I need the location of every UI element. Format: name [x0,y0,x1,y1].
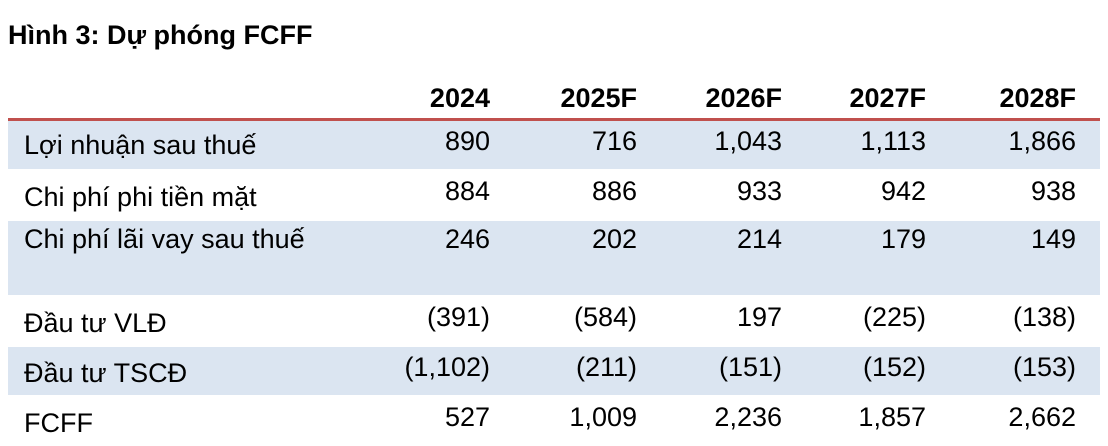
table-cell: 179 [880,224,926,254]
column-header: 2027F [849,83,926,113]
table-cell: 938 [1030,176,1076,206]
table-cell: (153) [1012,352,1076,382]
table-row: Lợi nhuận sau thuế 890 716 1,043 1,113 1… [8,121,1100,169]
table-header-row: 2024 2025F 2026F 2027F 2028F [0,78,1100,118]
table-cell: (152) [862,352,926,382]
table-cell: 942 [880,176,926,206]
table-cell: 933 [736,176,782,206]
table-cell: 2,236 [714,402,782,432]
table-cell: (138) [1012,302,1076,332]
table-cell: 716 [591,126,637,156]
table-row: Đầu tư TSCĐ (1,102) (211) (151) (152) (1… [8,347,1100,395]
table-row: Chi phí lãi vay sau thuế 246 202 214 179… [8,221,1100,295]
table-cell: 886 [591,176,637,206]
header-divider [8,118,1100,121]
table-body: Lợi nhuận sau thuế 890 716 1,043 1,113 1… [8,121,1100,446]
column-header: 2028F [999,83,1076,113]
table-cell: 527 [444,402,490,432]
table-cell: 1,009 [569,402,637,432]
row-label: Lợi nhuận sau thuế [24,130,257,160]
table-cell: 884 [444,176,490,206]
table-row: Chi phí phi tiền mặt 884 886 933 942 938 [8,173,1100,217]
table-cell: 202 [591,224,637,254]
table-cell: 1,113 [860,126,926,156]
row-label: Chi phí lãi vay sau thuế [24,224,305,254]
table-cell: 1,043 [714,126,782,156]
table-cell: (391) [426,302,490,332]
table-cell: (584) [573,302,637,332]
column-header: 2026F [705,83,782,113]
table-cell: (225) [862,302,926,332]
table-cell: (211) [575,352,637,382]
table-row: Đầu tư VLĐ (391) (584) 197 (225) (138) [8,299,1100,343]
table-row: FCFF 527 1,009 2,236 1,857 2,662 [8,399,1100,443]
row-label: Đầu tư TSCĐ [24,358,188,388]
table-cell: 149 [1030,224,1076,254]
table-cell: 890 [444,126,490,156]
column-header: 2025F [560,83,637,113]
table-cell: 1,866 [1008,126,1076,156]
table-cell: 1,857 [858,402,926,432]
figure-title: Hình 3: Dự phóng FCFF [8,20,313,50]
row-label: FCFF [24,408,93,438]
table-cell: (1,102) [404,352,490,382]
row-label: Chi phí phi tiền mặt [24,182,257,212]
row-label: Đầu tư VLĐ [24,308,167,338]
table-cell: 2,662 [1008,402,1076,432]
table-cell: 246 [444,224,490,254]
table-cell: 197 [736,302,782,332]
column-header: 2024 [429,83,490,113]
table-cell: 214 [736,224,782,254]
table-cell: (151) [718,352,782,382]
